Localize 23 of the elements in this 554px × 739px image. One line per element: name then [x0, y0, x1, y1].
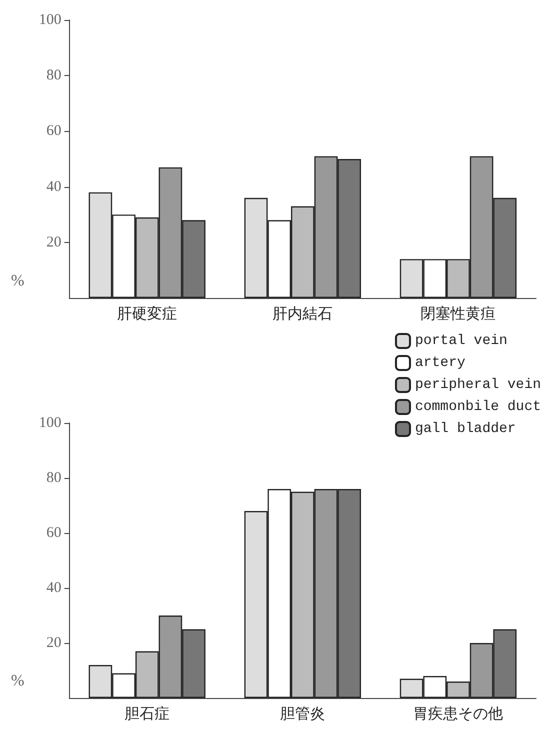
- y-tick-label: 80: [46, 470, 62, 486]
- legend-label: portal vein: [414, 333, 508, 349]
- legend-label: gall bladder: [414, 421, 516, 437]
- y-tick-label: 20: [46, 635, 62, 651]
- legend-label: commonbile duct: [414, 399, 542, 415]
- y-tick-label: 100: [38, 12, 62, 28]
- y-tick-label: 40: [46, 580, 62, 596]
- y-tick-label: 80: [46, 68, 62, 84]
- y-tick-label: 60: [46, 525, 62, 541]
- x-tick-label: 肝内結石: [272, 304, 333, 322]
- y-axis-title: %: [11, 272, 24, 290]
- y-tick-label: 40: [46, 178, 62, 195]
- y-tick-label: 100: [38, 415, 62, 431]
- x-tick-label: 胆石症: [124, 704, 170, 722]
- x-tick-label: 閉塞性黄疸: [420, 304, 496, 322]
- legend-label: artery: [414, 355, 466, 371]
- legend-label: peripheral vein: [414, 377, 542, 393]
- y-tick-label: 20: [46, 234, 62, 250]
- x-tick-label: 胆管炎: [280, 704, 326, 722]
- x-tick-label: 胃疾患その他: [413, 704, 504, 722]
- y-axis-title: %: [11, 672, 24, 690]
- x-tick-label: 肝硬変症: [117, 304, 178, 322]
- y-tick-label: 60: [46, 123, 62, 140]
